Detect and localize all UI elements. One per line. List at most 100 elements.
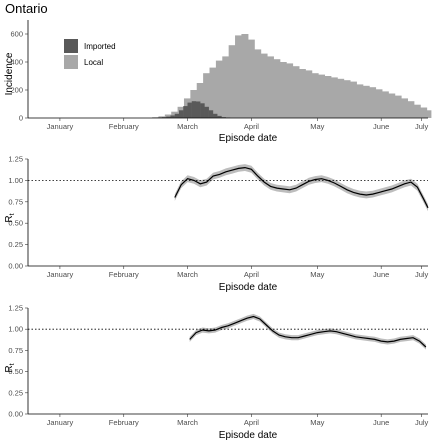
bar-local: [171, 111, 179, 118]
bar-local: [311, 73, 319, 118]
y-axis-ticks: 0.00 0.25 0.50 0.75 1.00 1.25: [8, 304, 28, 419]
y-tick-label: 0.75: [8, 346, 23, 355]
bar-imported: [191, 101, 197, 118]
incidence-panel: Ontario 0 200 400 600 January February March A…: [4, 1, 432, 144]
bar-local: [203, 73, 211, 118]
legend-label-local: Local: [84, 58, 103, 67]
x-axis-ticks: January February March April May June July: [47, 118, 429, 131]
bar-imported: [170, 115, 175, 118]
x-tick-label: July: [415, 122, 429, 131]
y-tick-label: 0.50: [8, 367, 23, 376]
y-tick-label: 0.75: [8, 197, 23, 206]
bar-imported: [161, 117, 167, 118]
bar-local: [388, 93, 396, 118]
legend-label-imported: Imported: [84, 42, 116, 51]
y-axis-ticks: 0.00 0.25 0.50 0.75 1.00 1.25: [8, 155, 28, 271]
bar-imported: [200, 103, 205, 118]
x-tick-label: April: [244, 270, 259, 279]
bar-imported: [221, 117, 226, 118]
x-tick-label: February: [109, 418, 139, 427]
x-tick-label: July: [415, 270, 429, 279]
bar-imported: [183, 106, 188, 118]
y-tick-label: 0.00: [8, 410, 23, 419]
y-axis-label-sub: t: [9, 363, 16, 365]
y-tick-label: 0: [19, 114, 23, 123]
bar-imported: [213, 113, 218, 118]
rt-line: [189, 315, 427, 348]
bar-local: [222, 56, 230, 118]
bar-local: [356, 84, 364, 118]
y-tick-label: 0.00: [8, 262, 23, 271]
x-tick-label: January: [47, 418, 74, 427]
bar-imported: [174, 113, 180, 118]
bar-imported: [178, 110, 184, 118]
bar-local: [420, 107, 428, 118]
bar-local: [324, 76, 332, 118]
bar-local: [241, 34, 249, 118]
bar-local: [394, 95, 402, 118]
bar-local: [298, 69, 306, 118]
bar-local: [235, 35, 243, 118]
bar-local: [286, 63, 294, 118]
x-tick-label: February: [109, 270, 139, 279]
x-tick-label: April: [244, 418, 259, 427]
rt-panel-1: 0.00 0.25 0.50 0.75 1.00 1.25 January February…: [4, 155, 429, 293]
bar-local: [215, 60, 223, 118]
y-tick-label: 400: [10, 58, 23, 67]
legend: Imported Local: [64, 39, 116, 69]
bar-local: [369, 87, 377, 118]
legend-swatch-local: [64, 55, 78, 69]
bar-local: [260, 53, 268, 118]
x-tick-label: June: [373, 270, 389, 279]
incidence-bars: [152, 34, 432, 119]
rt-line: [174, 166, 429, 209]
bar-local: [400, 98, 408, 118]
x-tick-label: January: [47, 270, 74, 279]
y-tick-label: 1.00: [8, 325, 23, 334]
bar-imported: [208, 110, 214, 118]
x-tick-label: March: [177, 270, 198, 279]
x-tick-label: January: [47, 122, 74, 131]
x-tick-label: July: [415, 418, 429, 427]
rt-panel-2: 0.00 0.25 0.50 0.75 1.00 1.25 January February…: [4, 304, 429, 440]
y-tick-label: 600: [10, 30, 23, 39]
bar-local: [279, 62, 287, 118]
bar-local: [273, 59, 281, 118]
x-tick-label: March: [177, 122, 198, 131]
bar-local: [196, 83, 204, 118]
x-tick-label: February: [109, 122, 139, 131]
bar-imported: [196, 101, 201, 118]
bar-local: [424, 110, 432, 118]
bar-local: [375, 89, 383, 118]
x-axis-label: Episode date: [219, 430, 278, 440]
y-tick-label: 0.50: [8, 219, 23, 228]
y-tick-label: 1.25: [8, 155, 23, 164]
x-tick-label: May: [310, 418, 324, 427]
bar-local: [413, 104, 421, 118]
chart-title: Ontario: [5, 1, 48, 16]
bar-local: [209, 67, 217, 118]
rt-confidence-band: [189, 313, 426, 350]
bar-local: [305, 70, 313, 118]
x-axis-ticks: January February March April May June July: [47, 414, 429, 427]
y-axis-label-main: R: [4, 215, 15, 222]
bar-local: [349, 81, 357, 118]
y-axis-label: Rt: [4, 213, 16, 222]
x-tick-label: April: [244, 122, 259, 131]
bar-local: [158, 116, 166, 118]
bar-local: [407, 101, 415, 118]
x-tick-label: June: [373, 418, 389, 427]
bar-local: [247, 39, 255, 118]
rt-confidence-band: [174, 164, 428, 212]
legend-swatch-imported: [64, 39, 78, 53]
bar-local: [362, 85, 370, 118]
y-axis-label: Incidence: [4, 52, 15, 95]
bar-local: [292, 66, 300, 118]
y-tick-label: 1.25: [8, 304, 23, 313]
bar-imported: [166, 116, 171, 118]
y-tick-label: 0.25: [8, 240, 23, 249]
x-tick-label: May: [310, 270, 324, 279]
bar-local: [266, 56, 274, 118]
y-axis-label: Rt: [4, 363, 16, 372]
bar-imported: [187, 102, 192, 118]
